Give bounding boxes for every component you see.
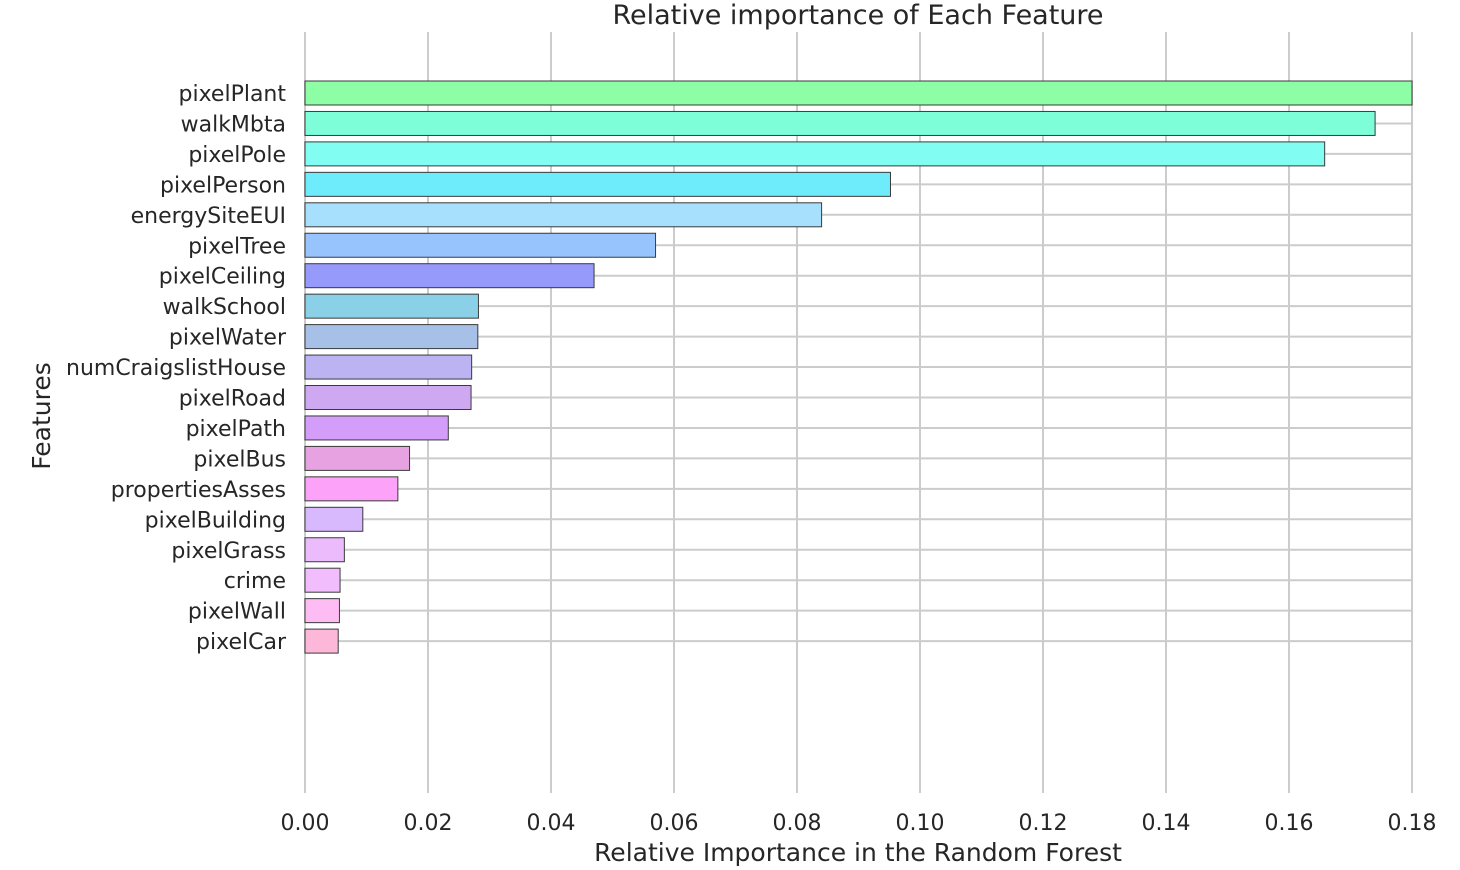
x-tick-label: 0.14 xyxy=(1142,811,1191,836)
bars xyxy=(304,80,1413,654)
bar-pixelGrass xyxy=(304,537,345,563)
bar-numCraigslistHouse xyxy=(304,354,473,380)
bar-pixelWater xyxy=(304,324,479,350)
y-tick-label: pixelRoad xyxy=(179,387,286,412)
x-tick-label: 0.08 xyxy=(773,811,822,836)
x-tick-label: 0.06 xyxy=(650,811,699,836)
x-tick-label: 0.02 xyxy=(404,811,453,836)
bar-pixelRoad xyxy=(304,385,472,410)
y-tick-label: pixelPlant xyxy=(179,82,287,107)
y-tick-label: pixelPath xyxy=(186,417,286,442)
bar-pixelTree xyxy=(304,232,657,258)
x-axis-title: Relative Importance in the Random Forest xyxy=(594,838,1122,867)
bar-pixelBuilding xyxy=(304,506,364,532)
y-tick-label: pixelWater xyxy=(169,326,287,351)
bar-pixelWall xyxy=(304,598,340,624)
y-tick-label: pixelPerson xyxy=(160,173,286,198)
bar-energySiteEUI xyxy=(304,202,823,228)
y-tick-label: pixelTree xyxy=(188,234,286,259)
bar-pixelPlant xyxy=(304,80,1413,106)
x-tick-label: 0.16 xyxy=(1265,811,1314,836)
y-tick-label: pixelWall xyxy=(188,600,286,625)
bar-walkMbta xyxy=(304,110,1376,136)
y-tick-label: pixelPole xyxy=(188,143,286,168)
bar-walkSchool xyxy=(304,293,479,319)
bar-pixelPath xyxy=(304,415,449,441)
chart-title: Relative importance of Each Feature xyxy=(612,0,1103,31)
x-tick-label: 0.12 xyxy=(1019,811,1068,836)
y-tick-label: crime xyxy=(224,569,286,594)
bar-crime xyxy=(304,567,341,593)
bar-pixelCar xyxy=(304,628,339,654)
y-tick-label: pixelCar xyxy=(196,630,287,655)
bar-propertiesAsses xyxy=(304,476,399,502)
bar-pixelPerson xyxy=(304,171,891,197)
y-tick-labels: pixelPlant walkMbta pixelPole pixelPerson en… xyxy=(66,82,287,655)
y-tick-label: pixelBus xyxy=(193,447,286,472)
y-tick-label: pixelGrass xyxy=(171,539,286,564)
y-tick-label: pixelBuilding xyxy=(145,508,286,533)
y-tick-label: energySiteEUI xyxy=(131,204,286,229)
x-tick-labels: 0.00 0.02 0.04 0.06 0.08 0.10 0.12 0.14 0.16 0.18 xyxy=(281,811,1437,836)
bar-pixelCeiling xyxy=(304,263,595,289)
x-tick-label: 0.18 xyxy=(1388,811,1437,836)
x-tick-label: 0.10 xyxy=(896,811,945,836)
y-tick-label: walkMbta xyxy=(181,112,286,137)
y-tick-label: numCraigslistHouse xyxy=(66,356,286,381)
bar-pixelPole xyxy=(304,141,1326,167)
x-tick-label: 0.04 xyxy=(527,811,576,836)
x-tick-label: 0.00 xyxy=(281,811,330,836)
y-tick-label: walkSchool xyxy=(163,295,286,320)
y-tick-label: pixelCeiling xyxy=(159,265,286,290)
bar-pixelBus xyxy=(304,445,411,471)
y-axis-title: Features xyxy=(27,362,56,470)
y-tick-label: propertiesAsses xyxy=(111,478,286,503)
